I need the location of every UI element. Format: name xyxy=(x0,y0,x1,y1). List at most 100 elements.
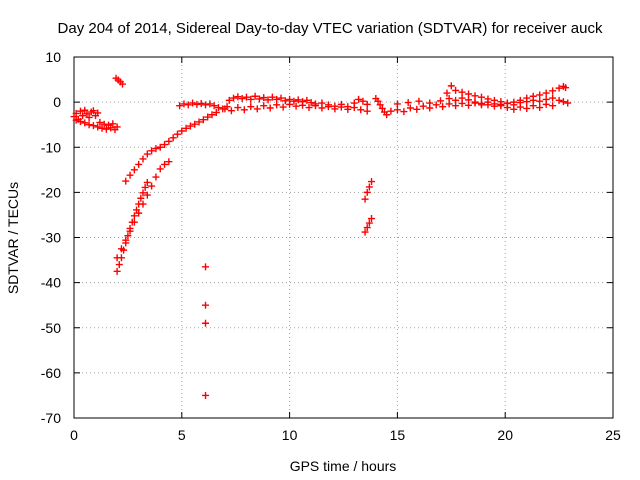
data-point xyxy=(221,105,229,113)
data-point xyxy=(413,105,421,113)
data-point xyxy=(337,100,345,108)
data-point xyxy=(344,103,352,111)
data-point xyxy=(318,99,326,107)
data-point xyxy=(152,173,160,181)
data-point xyxy=(81,106,89,114)
data-point xyxy=(536,91,544,99)
y-tick-label: -50 xyxy=(41,320,61,336)
data-point xyxy=(549,102,557,110)
data-point xyxy=(135,160,143,168)
data-point xyxy=(130,212,138,220)
data-point xyxy=(184,101,192,109)
data-points xyxy=(70,74,572,399)
data-point xyxy=(139,200,147,208)
data-point xyxy=(204,113,212,121)
data-point xyxy=(169,134,177,142)
data-point xyxy=(173,130,181,138)
data-point xyxy=(156,143,164,151)
data-point xyxy=(281,97,289,105)
data-point xyxy=(536,97,544,105)
y-tick-label: -60 xyxy=(41,365,61,381)
data-point xyxy=(98,124,106,132)
data-point xyxy=(484,95,492,103)
data-point xyxy=(477,99,485,107)
data-point xyxy=(94,109,102,117)
data-point xyxy=(122,177,130,185)
data-point xyxy=(290,97,298,105)
data-point xyxy=(378,104,386,112)
data-point xyxy=(176,102,184,110)
data-point xyxy=(202,391,210,399)
data-point xyxy=(126,171,134,179)
data-point xyxy=(419,102,427,110)
data-point xyxy=(234,93,242,101)
data-point xyxy=(260,102,268,110)
data-point xyxy=(443,89,451,97)
data-point xyxy=(266,104,274,112)
x-tick-label: 15 xyxy=(390,427,406,443)
data-point xyxy=(102,125,110,133)
data-point xyxy=(292,102,300,110)
data-point xyxy=(214,104,222,112)
data-point xyxy=(260,94,268,102)
data-point xyxy=(510,101,518,109)
data-point xyxy=(331,102,339,110)
data-point xyxy=(186,122,194,130)
y-tick-label: -30 xyxy=(41,230,61,246)
data-point xyxy=(368,215,376,223)
data-point xyxy=(141,183,149,191)
data-point xyxy=(374,97,382,105)
data-point xyxy=(523,104,531,112)
y-tick-label: -20 xyxy=(41,184,61,200)
data-point xyxy=(415,97,423,105)
data-point xyxy=(79,112,87,120)
data-point xyxy=(365,183,373,191)
data-point xyxy=(305,104,313,112)
data-point xyxy=(432,101,440,109)
data-point xyxy=(202,301,210,309)
data-point xyxy=(299,101,307,109)
data-point xyxy=(143,191,151,199)
data-point xyxy=(109,120,117,128)
data-point xyxy=(406,104,414,112)
data-point xyxy=(465,90,473,98)
data-point xyxy=(122,236,130,244)
data-point xyxy=(516,99,524,107)
data-point xyxy=(361,195,369,203)
data-point xyxy=(273,101,281,109)
data-point xyxy=(206,100,214,108)
data-point xyxy=(363,224,371,232)
data-point xyxy=(268,93,276,101)
data-point xyxy=(365,219,373,227)
y-tick-label: 10 xyxy=(45,49,61,65)
data-point xyxy=(562,84,570,92)
data-point xyxy=(83,110,91,118)
data-point xyxy=(400,108,408,116)
data-point xyxy=(393,106,401,114)
data-point xyxy=(148,147,156,155)
data-point xyxy=(357,106,365,114)
plot-frame xyxy=(73,56,614,419)
data-point xyxy=(445,95,453,103)
data-point xyxy=(363,188,371,196)
data-point xyxy=(139,155,147,163)
data-point xyxy=(465,96,473,104)
data-point xyxy=(555,84,563,92)
data-point xyxy=(355,95,363,103)
data-point xyxy=(197,99,205,107)
data-point xyxy=(368,178,376,186)
data-point xyxy=(143,150,151,158)
chart-title: Day 204 of 2014, Sidereal Day-to-day VTE… xyxy=(58,20,603,37)
data-point xyxy=(130,218,138,226)
data-point xyxy=(72,109,80,117)
data-point xyxy=(76,107,84,115)
data-point xyxy=(542,89,550,97)
y-tick-label: -70 xyxy=(41,410,61,426)
data-point xyxy=(503,99,511,107)
grid xyxy=(74,57,613,418)
data-point xyxy=(210,102,218,110)
data-point xyxy=(458,94,466,102)
data-point xyxy=(564,99,572,107)
data-point xyxy=(89,107,97,115)
